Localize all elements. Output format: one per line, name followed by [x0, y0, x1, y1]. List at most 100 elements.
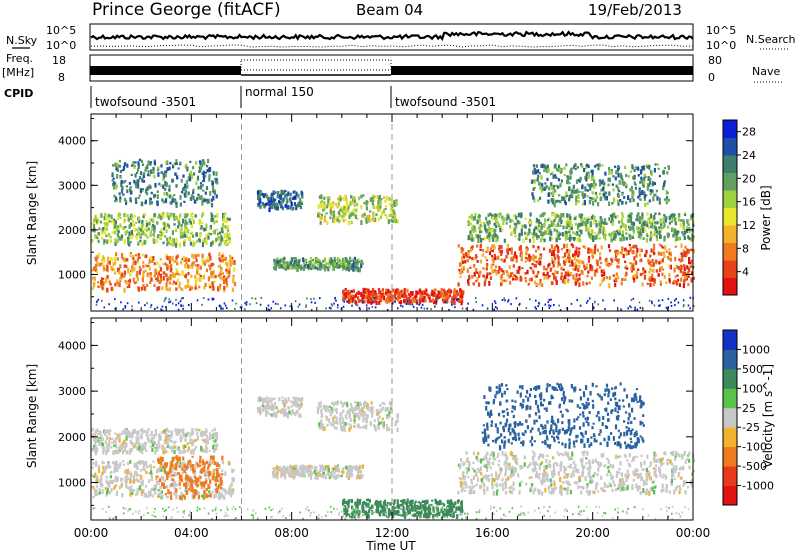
velocity-echo-cell — [156, 444, 158, 447]
power-echo-cell — [149, 163, 151, 166]
power-echo-cell — [606, 261, 608, 265]
velocity-echo-cell — [179, 482, 181, 486]
power-echo-cell — [128, 283, 130, 288]
power-echo-cell — [385, 214, 387, 216]
power-echo-cell — [581, 262, 583, 264]
power-echo-cell — [138, 241, 140, 244]
power-echo-cell — [139, 194, 141, 196]
power-clutter-cell — [180, 300, 182, 302]
power-echo-cell — [630, 171, 632, 173]
velocity-echo-cell — [138, 474, 140, 476]
velocity-echo-cell — [138, 442, 140, 445]
power-echo-cell — [91, 223, 93, 225]
power-echo-cell — [162, 233, 164, 236]
power-echo-cell — [660, 280, 662, 284]
power-echo-cell — [690, 249, 692, 252]
velocity-echo-cell — [212, 491, 214, 494]
power-echo-cell — [635, 245, 637, 249]
power-echo-cell — [644, 203, 646, 207]
power-echo-cell — [118, 213, 120, 217]
power-echo-cell — [651, 278, 653, 282]
velocity-echo-cell — [231, 482, 233, 487]
power-echo-cell — [589, 186, 591, 191]
power-echo-cell — [534, 281, 536, 285]
power-clutter-cell — [98, 299, 100, 301]
power-echo-cell — [355, 215, 357, 219]
power-echo-cell — [470, 233, 472, 238]
power-echo-cell — [360, 205, 362, 207]
velocity-echo-cell — [131, 492, 133, 496]
power-echo-cell — [574, 268, 576, 271]
power-echo-cell — [115, 238, 117, 243]
power-echo-cell — [517, 270, 519, 274]
power-echo-cell — [215, 238, 217, 242]
velocity-echo-cell — [201, 486, 203, 489]
power-echo-cell — [103, 239, 105, 243]
power-echo-cell — [150, 272, 152, 275]
power-echo-cell — [154, 161, 156, 165]
power-echo-cell — [581, 270, 583, 275]
power-echo-cell — [527, 232, 529, 235]
power-echo-cell — [582, 203, 584, 205]
power-echo-cell — [683, 264, 685, 267]
velocity-echo-cell — [228, 488, 230, 492]
power-echo-cell — [332, 202, 334, 205]
power-echo-cell — [559, 238, 561, 240]
power-echo-cell — [208, 168, 210, 173]
power-echo-cell — [217, 233, 219, 236]
velocity-echo-cell — [216, 468, 218, 472]
velocity-echo-cell — [211, 430, 213, 432]
power-echo-cell — [223, 275, 225, 278]
power-echo-cell — [131, 164, 133, 167]
velocity-echo-cell — [141, 490, 143, 494]
power-clutter-cell — [637, 309, 639, 311]
velocity-echo-cell — [127, 431, 129, 433]
power-echo-cell — [376, 207, 378, 209]
power-echo-cell — [587, 195, 589, 197]
power-echo-cell — [97, 286, 99, 288]
power-echo-cell — [121, 180, 123, 184]
velocity-echo-cell — [100, 431, 102, 433]
power-echo-cell — [111, 215, 113, 220]
power-echo-cell — [636, 248, 638, 253]
power-echo-cell — [587, 275, 589, 278]
power-echo-cell — [590, 249, 592, 254]
velocity-echo-cell — [134, 471, 136, 475]
power-echo-cell — [205, 283, 207, 287]
power-echo-cell — [477, 238, 479, 243]
power-echo-cell — [507, 244, 509, 248]
velocity-echo-cell — [187, 466, 189, 469]
power-echo-cell — [625, 232, 627, 234]
power-echo-cell — [128, 280, 130, 283]
power-echo-cell — [161, 171, 163, 174]
power-echo-cell — [117, 225, 119, 227]
power-echo-cell — [624, 166, 626, 169]
power-echo-cell — [647, 283, 649, 285]
power-echo-cell — [326, 206, 328, 208]
power-echo-cell — [227, 225, 229, 230]
power-echo-cell — [110, 239, 112, 242]
power-clutter-cell — [627, 307, 629, 309]
power-echo-cell — [600, 197, 602, 201]
power-echo-cell — [119, 199, 121, 203]
power-echo-cell — [168, 238, 170, 241]
power-echo-cell — [593, 216, 595, 221]
power-echo-cell — [495, 233, 497, 237]
power-echo-cell — [370, 197, 372, 202]
power-clutter-cell — [271, 307, 273, 309]
power-echo-cell — [208, 177, 210, 182]
power-clutter-cell — [674, 300, 676, 302]
power-echo-cell — [451, 298, 453, 303]
power-echo-cell — [533, 164, 535, 167]
power-echo-cell — [530, 212, 532, 216]
power-echo-cell — [576, 179, 578, 184]
power-echo-cell — [492, 250, 494, 252]
power-echo-cell — [592, 201, 594, 206]
power-echo-cell — [398, 293, 400, 296]
velocity-echo-cell — [169, 446, 171, 449]
power-echo-cell — [163, 227, 165, 230]
power-echo-cell — [348, 262, 350, 264]
velocity-echo-cell — [158, 444, 160, 449]
power-echo-cell — [608, 170, 610, 175]
velocity-echo-cell — [150, 470, 152, 475]
